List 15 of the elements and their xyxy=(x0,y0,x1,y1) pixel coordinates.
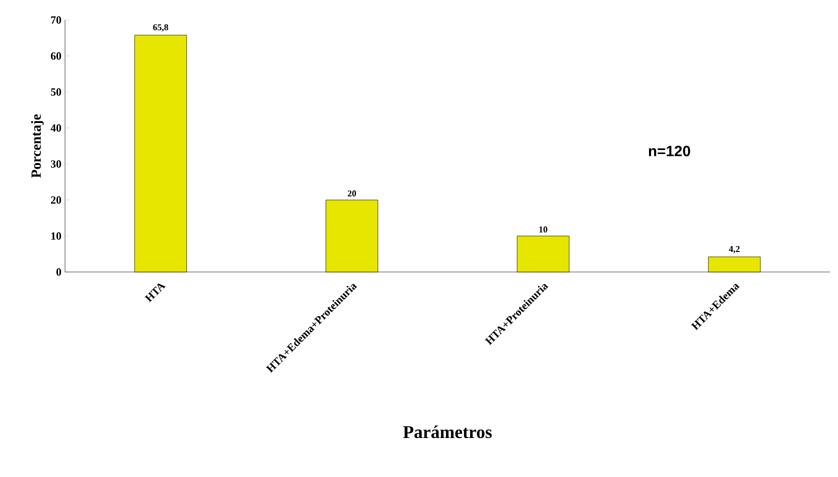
data-label: 10 xyxy=(539,226,548,232)
y-tick-label: 30 xyxy=(50,160,62,168)
y-tick-label: 60 xyxy=(50,52,62,60)
y-tick-label: 0 xyxy=(56,268,62,276)
data-label: 4,2 xyxy=(728,246,740,254)
y-tick-label: 20 xyxy=(50,196,62,204)
data-label: 20 xyxy=(348,190,356,196)
annotation: n=120 xyxy=(648,146,690,156)
x-axis-title: Parámetros xyxy=(403,426,492,438)
data-label: 65,8 xyxy=(153,24,168,32)
y-axis-title: Porcentaje xyxy=(31,114,44,178)
y-tick-label: 70 xyxy=(51,16,62,24)
y-tick-label: 10 xyxy=(51,232,62,240)
y-tick-label: 50 xyxy=(50,88,62,96)
y-tick-label: 40 xyxy=(50,124,62,132)
